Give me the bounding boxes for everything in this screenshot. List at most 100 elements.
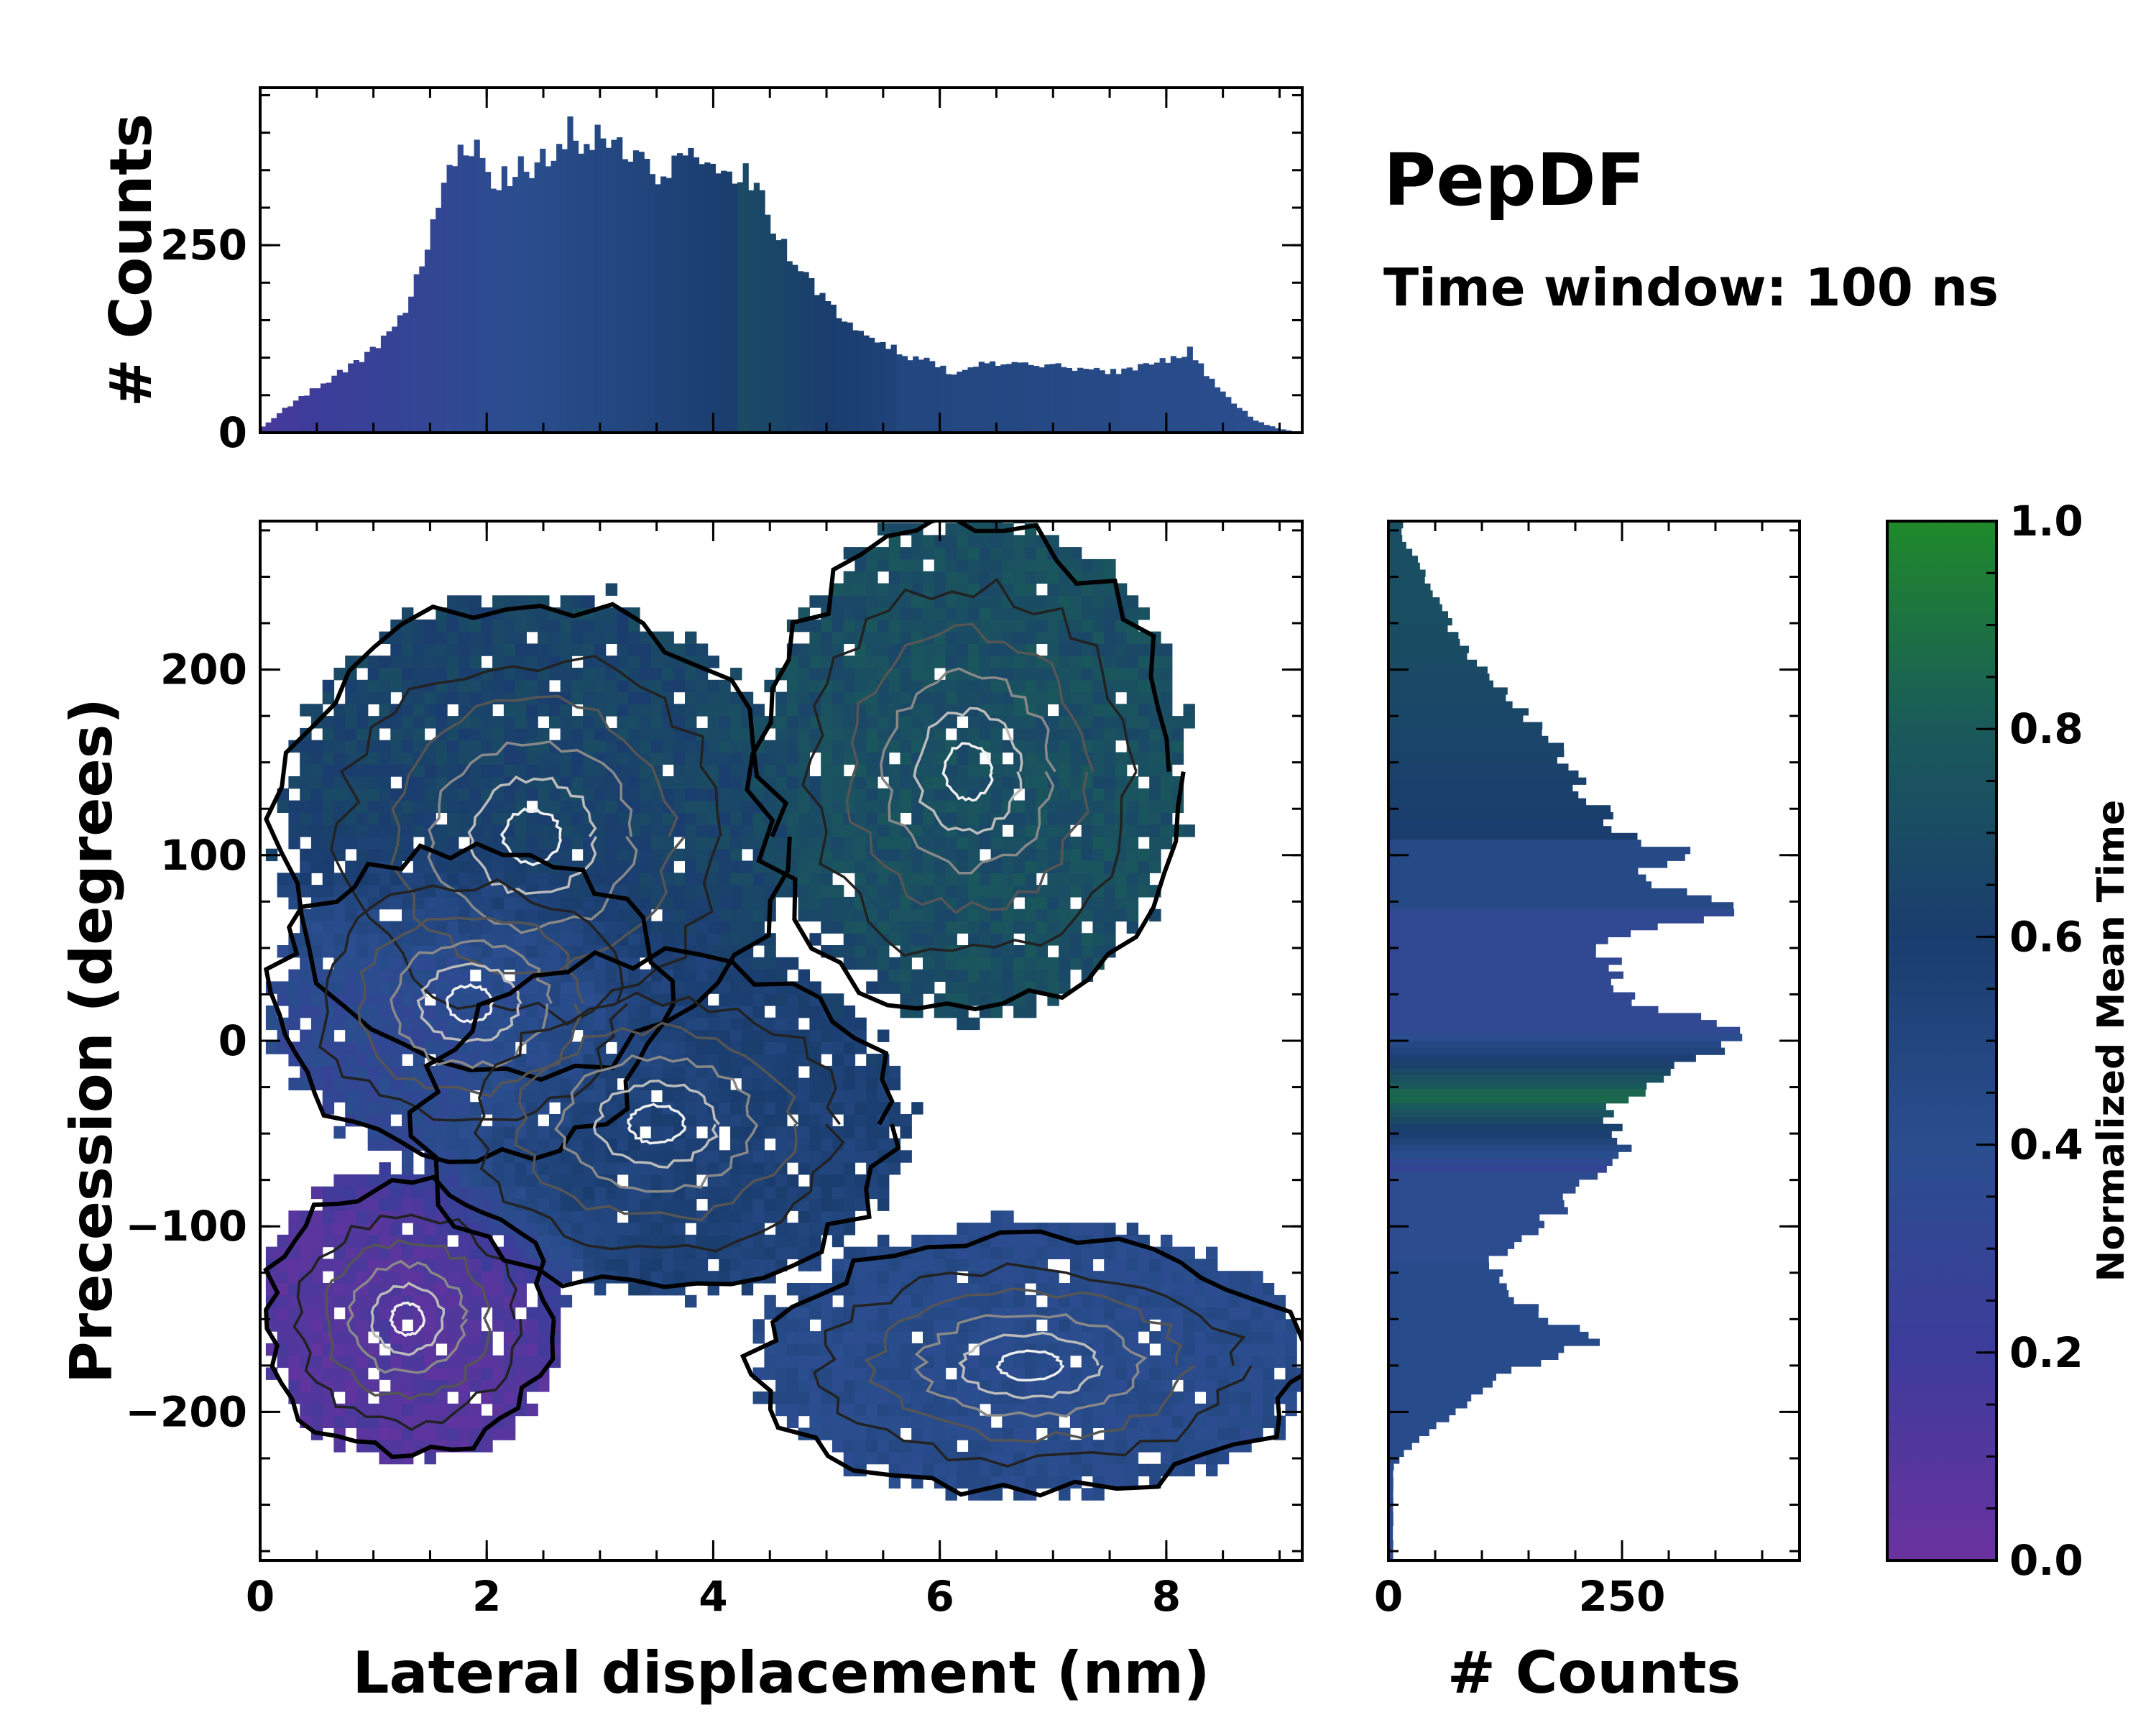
heatmap-cell: [1183, 1355, 1195, 1368]
heatmap-cell: [1047, 1271, 1059, 1284]
heatmap-cell: [605, 812, 618, 825]
heatmap-cell: [990, 1210, 1003, 1223]
heatmap-cell: [741, 800, 754, 813]
heatmap-cell: [877, 1138, 890, 1151]
heatmap-cell: [402, 1065, 414, 1079]
heatmap-cell: [809, 1114, 821, 1127]
heatmap-cell: [1161, 656, 1173, 668]
heatmap-cell: [968, 1017, 980, 1031]
heatmap-cell: [605, 776, 618, 789]
heatmap-cell: [379, 656, 391, 668]
top-histogram-bar: [1033, 366, 1040, 433]
heatmap-cell: [798, 848, 810, 862]
heatmap-cell: [685, 776, 697, 789]
heatmap-cell: [968, 1283, 980, 1296]
heatmap-cell: [968, 1476, 980, 1489]
heatmap-cell: [424, 1403, 436, 1417]
heatmap-cell: [821, 656, 833, 668]
top-histogram-bar: [852, 330, 859, 433]
heatmap-cell: [310, 800, 323, 813]
heatmap-cell: [1217, 1392, 1230, 1404]
heatmap-cell: [390, 1077, 402, 1090]
heatmap-cell: [831, 1198, 844, 1211]
heatmap-cell: [1069, 788, 1082, 801]
heatmap-cell: [866, 727, 878, 741]
heatmap-cell: [458, 1415, 471, 1428]
heatmap-cell: [1138, 656, 1150, 668]
heatmap-cell: [424, 945, 436, 958]
heatmap-cell: [503, 957, 516, 970]
heatmap-cell: [447, 1294, 459, 1308]
heatmap-cell: [526, 1186, 538, 1200]
heatmap-cell: [447, 1090, 459, 1103]
top-histogram-bar: [369, 346, 376, 433]
heatmap-cell: [515, 619, 527, 632]
heatmap-cell: [481, 764, 493, 777]
heatmap-cell: [310, 1331, 323, 1344]
heatmap-cell: [1081, 824, 1094, 837]
heatmap-cell: [617, 908, 629, 922]
contour-line: [357, 916, 585, 1098]
heatmap-cell: [1024, 1271, 1037, 1284]
heatmap-cell: [764, 1355, 776, 1368]
heatmap-cell: [979, 595, 992, 608]
heatmap-cell: [333, 727, 346, 741]
heatmap-cell: [854, 1198, 867, 1211]
heatmap-cell: [831, 1415, 844, 1428]
heatmap-cell: [888, 668, 901, 681]
heatmap-cell: [990, 860, 1003, 873]
heatmap-cell: [333, 921, 346, 934]
heatmap-cell: [1138, 668, 1150, 681]
heatmap-cell: [1115, 1355, 1128, 1368]
heatmap-cell: [911, 1379, 923, 1392]
heatmap-cell: [696, 1210, 709, 1223]
heatmap-cell: [515, 837, 527, 850]
heatmap-cell: [1069, 1463, 1082, 1477]
heatmap-cell: [356, 981, 369, 994]
heatmap-cell: [424, 716, 436, 729]
heatmap-cell: [310, 704, 323, 717]
heatmap-cell: [888, 607, 901, 620]
heatmap-cell: [662, 631, 674, 644]
heatmap-cell: [560, 679, 573, 693]
heatmap-cell: [1126, 595, 1139, 608]
heatmap-cell: [379, 740, 391, 753]
heatmap-cell: [594, 993, 607, 1006]
heatmap-cell: [831, 837, 844, 850]
heatmap-cell: [1036, 1379, 1048, 1392]
heatmap-cell: [843, 1283, 856, 1296]
heatmap-cell: [1069, 1331, 1082, 1344]
heatmap-cell: [1092, 679, 1105, 693]
heatmap-cell: [866, 1054, 878, 1067]
heatmap-cell: [390, 1186, 402, 1200]
heatmap-cell: [1104, 1403, 1116, 1417]
heatmap-cell: [968, 1367, 980, 1380]
heatmap-cell: [798, 1090, 810, 1103]
heatmap-cell: [957, 800, 969, 813]
heatmap-cell: [322, 873, 335, 886]
heatmap-cell: [1013, 921, 1026, 934]
heatmap-cell: [1002, 656, 1014, 668]
heatmap-cell: [866, 812, 878, 825]
heatmap-cell: [1161, 824, 1173, 837]
heatmap-cell: [367, 1427, 380, 1440]
heatmap-cell: [900, 788, 912, 801]
heatmap-cell: [979, 1223, 992, 1236]
heatmap-cell: [583, 691, 595, 704]
heatmap-cell: [741, 1186, 754, 1200]
heatmap-cell: [979, 873, 992, 886]
heatmap-cell: [1059, 1246, 1071, 1259]
heatmap-cell: [628, 788, 640, 801]
heatmap-cell: [1024, 1427, 1037, 1440]
heatmap-cell: [458, 1392, 471, 1404]
heatmap-cell: [379, 1223, 391, 1236]
heatmap-cell: [1104, 1355, 1116, 1368]
heatmap-cell: [968, 1223, 980, 1236]
heatmap-cell: [786, 788, 799, 801]
contour-line: [845, 622, 1095, 914]
heatmap-cell: [1228, 1403, 1240, 1417]
heatmap-cell: [492, 1367, 505, 1380]
heatmap-cell: [1138, 1246, 1150, 1259]
heatmap-cell: [1059, 1294, 1071, 1308]
heatmap-cell: [843, 619, 856, 632]
